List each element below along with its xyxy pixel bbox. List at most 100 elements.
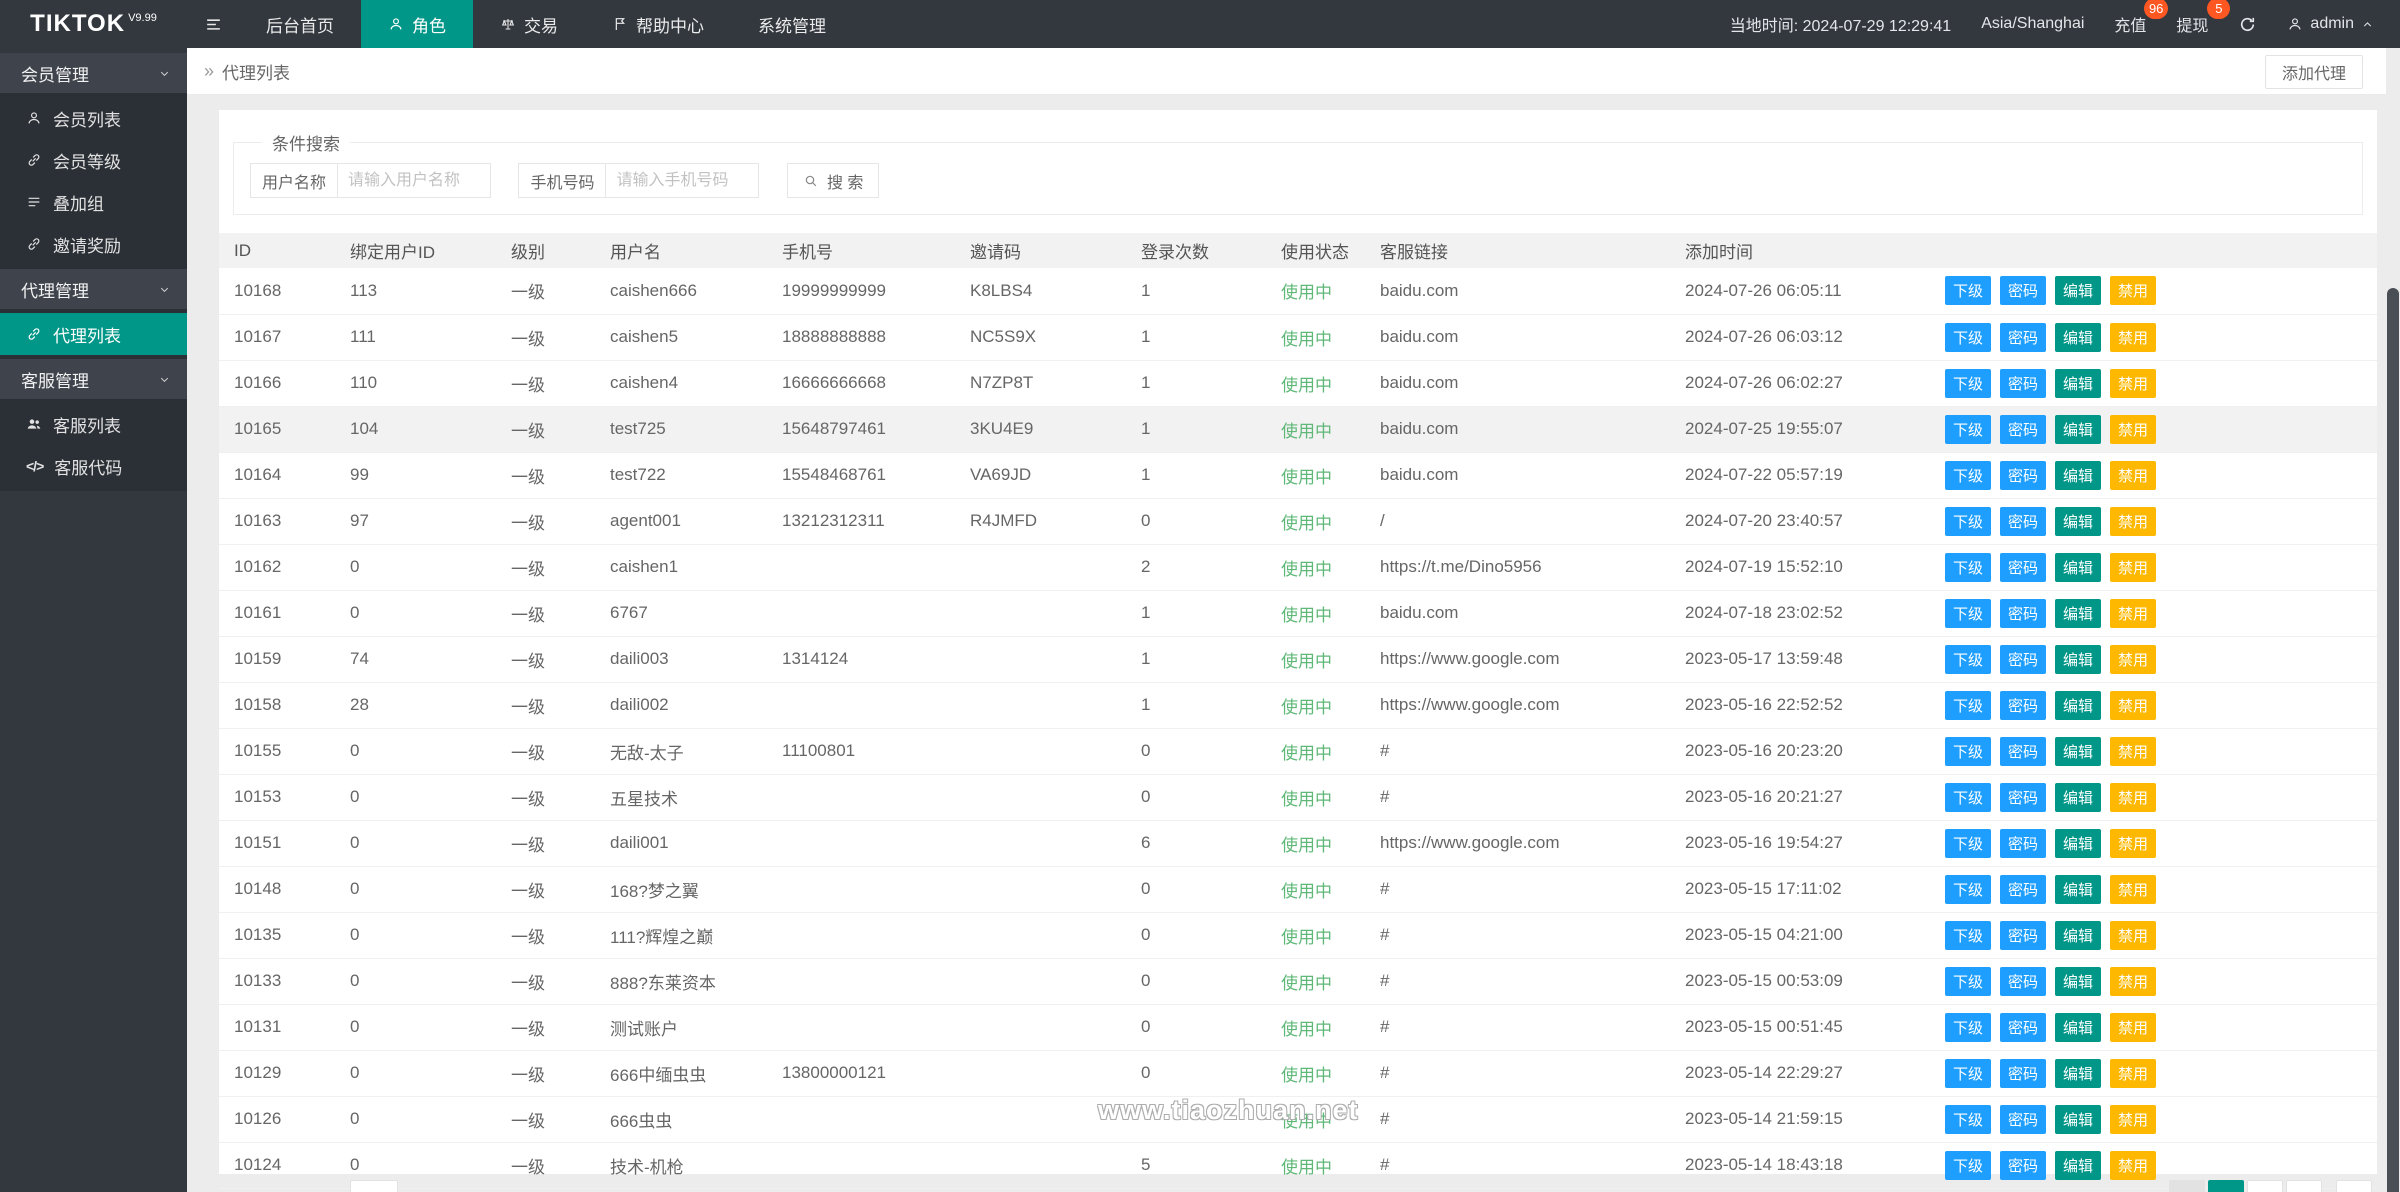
nav-item[interactable]: 帮助中心 <box>585 0 731 48</box>
disable-button[interactable]: 禁用 <box>2110 736 2157 766</box>
sidebar-item[interactable]: 客服列表 <box>0 403 187 445</box>
password-button[interactable]: 密码 <box>2000 736 2047 766</box>
password-button[interactable]: 密码 <box>2000 368 2047 398</box>
sidebar-group-header[interactable]: 客服管理 <box>0 359 187 399</box>
password-button[interactable]: 密码 <box>2000 1058 2047 1088</box>
subordinate-button[interactable]: 下级 <box>1945 736 1992 766</box>
edit-button[interactable]: 编辑 <box>2055 782 2102 812</box>
subordinate-button[interactable]: 下级 <box>1945 368 1992 398</box>
password-button[interactable]: 密码 <box>2000 552 2047 582</box>
password-button[interactable]: 密码 <box>2000 276 2047 306</box>
edit-button[interactable]: 编辑 <box>2055 644 2102 674</box>
subordinate-button[interactable]: 下级 <box>1945 966 1992 996</box>
pagination-page-button[interactable] <box>2336 1180 2372 1192</box>
disable-button[interactable]: 禁用 <box>2110 1150 2157 1180</box>
edit-button[interactable]: 编辑 <box>2055 506 2102 536</box>
password-button[interactable]: 密码 <box>2000 966 2047 996</box>
password-button[interactable]: 密码 <box>2000 1012 2047 1042</box>
disable-button[interactable]: 禁用 <box>2110 276 2157 306</box>
sidebar-item[interactable]: </> 客服代码 <box>0 445 187 487</box>
subordinate-button[interactable]: 下级 <box>1945 598 1992 628</box>
edit-button[interactable]: 编辑 <box>2055 920 2102 950</box>
sidebar-item[interactable]: 代理列表 <box>0 313 187 355</box>
disable-button[interactable]: 禁用 <box>2110 322 2157 352</box>
phone-input[interactable] <box>606 164 759 197</box>
subordinate-button[interactable]: 下级 <box>1945 920 1992 950</box>
subordinate-button[interactable]: 下级 <box>1945 1104 1992 1134</box>
edit-button[interactable]: 编辑 <box>2055 460 2102 490</box>
edit-button[interactable]: 编辑 <box>2055 1012 2102 1042</box>
disable-button[interactable]: 禁用 <box>2110 1012 2157 1042</box>
disable-button[interactable]: 禁用 <box>2110 368 2157 398</box>
subordinate-button[interactable]: 下级 <box>1945 782 1992 812</box>
edit-button[interactable]: 编辑 <box>2055 276 2102 306</box>
pagination-page-button[interactable] <box>2208 1180 2244 1192</box>
password-button[interactable]: 密码 <box>2000 322 2047 352</box>
scrollbar-thumb[interactable] <box>2387 288 2399 1192</box>
disable-button[interactable]: 禁用 <box>2110 874 2157 904</box>
nav-item[interactable]: 系统管理 <box>731 0 853 48</box>
edit-button[interactable]: 编辑 <box>2055 690 2102 720</box>
edit-button[interactable]: 编辑 <box>2055 828 2102 858</box>
add-agent-button[interactable]: 添加代理 <box>2264 55 2363 89</box>
password-button[interactable]: 密码 <box>2000 506 2047 536</box>
disable-button[interactable]: 禁用 <box>2110 552 2157 582</box>
disable-button[interactable]: 禁用 <box>2110 966 2157 996</box>
pagination-page-button[interactable] <box>2286 1180 2322 1192</box>
disable-button[interactable]: 禁用 <box>2110 782 2157 812</box>
subordinate-button[interactable]: 下级 <box>1945 414 1992 444</box>
subordinate-button[interactable]: 下级 <box>1945 1150 1992 1180</box>
page-size-box[interactable] <box>350 1180 398 1192</box>
subordinate-button[interactable]: 下级 <box>1945 552 1992 582</box>
password-button[interactable]: 密码 <box>2000 1150 2047 1180</box>
disable-button[interactable]: 禁用 <box>2110 460 2157 490</box>
subordinate-button[interactable]: 下级 <box>1945 322 1992 352</box>
sidebar-item[interactable]: 会员等级 <box>0 139 187 181</box>
search-button[interactable]: 搜 索 <box>786 163 880 198</box>
password-button[interactable]: 密码 <box>2000 414 2047 444</box>
password-button[interactable]: 密码 <box>2000 460 2047 490</box>
subordinate-button[interactable]: 下级 <box>1945 644 1992 674</box>
edit-button[interactable]: 编辑 <box>2055 414 2102 444</box>
password-button[interactable]: 密码 <box>2000 828 2047 858</box>
subordinate-button[interactable]: 下级 <box>1945 690 1992 720</box>
subordinate-button[interactable]: 下级 <box>1945 460 1992 490</box>
nav-item[interactable]: 后台首页 <box>239 0 361 48</box>
password-button[interactable]: 密码 <box>2000 644 2047 674</box>
disable-button[interactable]: 禁用 <box>2110 598 2157 628</box>
subordinate-button[interactable]: 下级 <box>1945 1058 1992 1088</box>
edit-button[interactable]: 编辑 <box>2055 874 2102 904</box>
subordinate-button[interactable]: 下级 <box>1945 828 1992 858</box>
password-button[interactable]: 密码 <box>2000 690 2047 720</box>
password-button[interactable]: 密码 <box>2000 598 2047 628</box>
subordinate-button[interactable]: 下级 <box>1945 874 1992 904</box>
edit-button[interactable]: 编辑 <box>2055 322 2102 352</box>
edit-button[interactable]: 编辑 <box>2055 552 2102 582</box>
edit-button[interactable]: 编辑 <box>2055 1150 2102 1180</box>
disable-button[interactable]: 禁用 <box>2110 920 2157 950</box>
sidebar-item[interactable]: 会员列表 <box>0 97 187 139</box>
edit-button[interactable]: 编辑 <box>2055 1104 2102 1134</box>
edit-button[interactable]: 编辑 <box>2055 368 2102 398</box>
pagination-page-button[interactable] <box>2247 1180 2283 1192</box>
pagination-prev-button[interactable] <box>2169 1180 2205 1192</box>
sidebar-item[interactable]: 邀请奖励 <box>0 223 187 265</box>
disable-button[interactable]: 禁用 <box>2110 1058 2157 1088</box>
username-input[interactable] <box>338 164 491 197</box>
menu-collapse-button[interactable] <box>187 0 239 48</box>
refresh-icon[interactable] <box>2238 15 2257 34</box>
sidebar-group-header[interactable]: 代理管理 <box>0 269 187 309</box>
subordinate-button[interactable]: 下级 <box>1945 506 1992 536</box>
disable-button[interactable]: 禁用 <box>2110 414 2157 444</box>
sidebar-group-header[interactable]: 会员管理 <box>0 53 187 93</box>
disable-button[interactable]: 禁用 <box>2110 690 2157 720</box>
nav-item[interactable]: 交易 <box>473 0 585 48</box>
edit-button[interactable]: 编辑 <box>2055 736 2102 766</box>
recharge-link[interactable]: 充值 96 <box>2114 0 2169 36</box>
subordinate-button[interactable]: 下级 <box>1945 1012 1992 1042</box>
nav-item[interactable]: 角色 <box>361 0 473 48</box>
disable-button[interactable]: 禁用 <box>2110 1104 2157 1134</box>
user-menu[interactable]: admin <box>2287 15 2374 33</box>
password-button[interactable]: 密码 <box>2000 920 2047 950</box>
disable-button[interactable]: 禁用 <box>2110 644 2157 674</box>
